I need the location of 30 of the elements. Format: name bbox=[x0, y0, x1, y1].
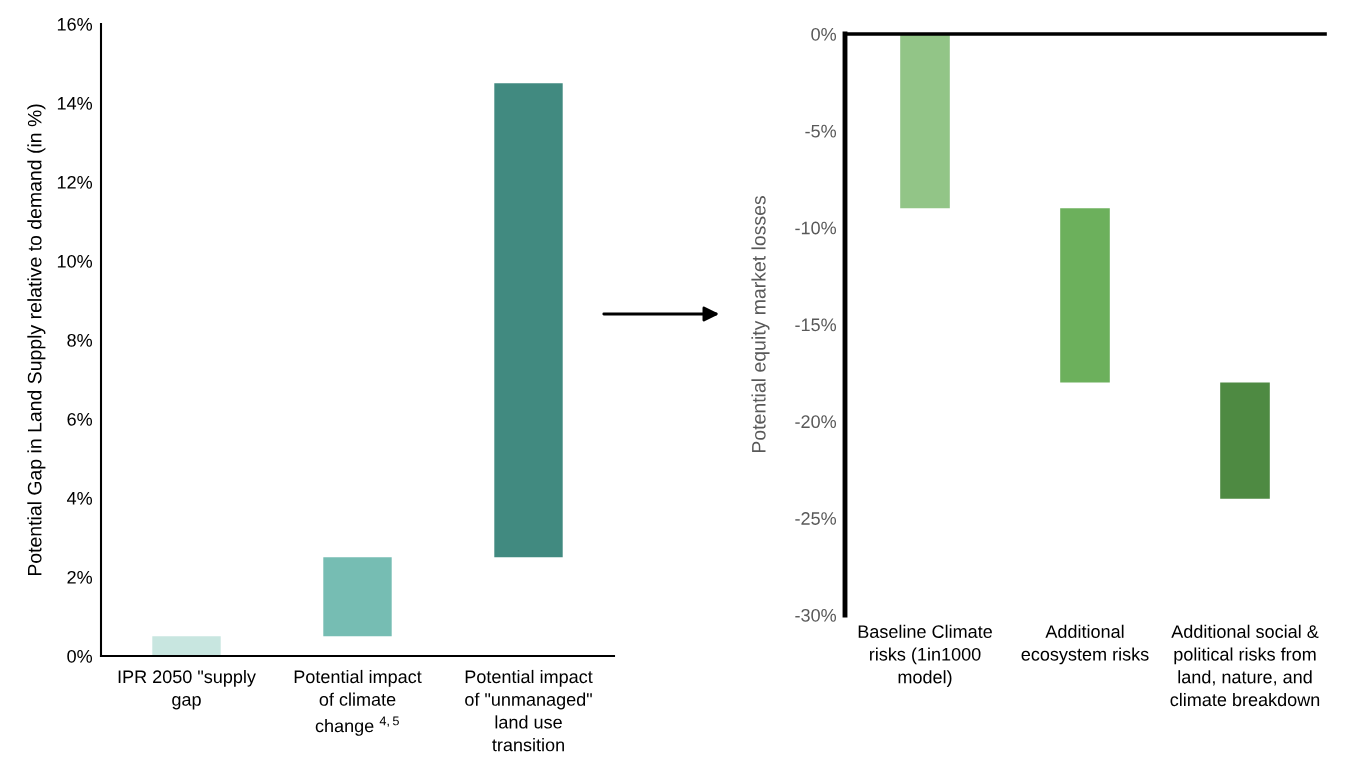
x-tick-label: Additional social & political risks from land, nature, and climate breakdown bbox=[1170, 624, 1320, 707]
x-tick-label: Potential impact of climate change $^{4,5}$ bbox=[294, 669, 422, 736]
y-tick-label: -5% bbox=[805, 124, 837, 138]
y-axis-title: Potential equity market losses bbox=[751, 196, 770, 453]
y-tick-label: -20% bbox=[795, 415, 837, 429]
bar bbox=[1060, 208, 1110, 383]
y-tick-label: 0% bbox=[67, 649, 93, 663]
y-tick-label: -25% bbox=[795, 512, 837, 525]
x-tick-label: Potential impact of "unmanaged" land use transition bbox=[465, 669, 593, 752]
y-tick-label: 4% bbox=[66, 492, 93, 505]
y-tick-label: 14% bbox=[57, 97, 93, 110]
y-tick-label: -15% bbox=[795, 318, 837, 332]
x-tick-label: IPR 2050 "supply gap bbox=[118, 669, 256, 710]
bar bbox=[494, 83, 563, 558]
y-tick-label: 8% bbox=[67, 333, 93, 347]
y-tick-label: 0% bbox=[811, 27, 837, 41]
x-tick-label: Baseline Climate risks (1in1000 model) bbox=[858, 624, 992, 687]
y-tick-label: -10% bbox=[795, 221, 837, 235]
y-tick-label: 16% bbox=[57, 17, 93, 31]
y-tick-label: -30% bbox=[795, 608, 837, 622]
y-tick-label: 12% bbox=[57, 175, 93, 189]
x-tick-label: Additional ecosystem risks bbox=[1021, 624, 1149, 665]
bar bbox=[152, 636, 221, 656]
bar bbox=[900, 34, 950, 209]
y-tick-label: 10% bbox=[57, 254, 93, 268]
y-tick-label: 2% bbox=[67, 570, 93, 584]
bar bbox=[323, 557, 392, 637]
y-tick-label: 6% bbox=[67, 412, 93, 426]
bar bbox=[1220, 382, 1270, 499]
y-axis-title: Potential Gap in Land Supply relative to demand (in %) bbox=[27, 104, 46, 576]
